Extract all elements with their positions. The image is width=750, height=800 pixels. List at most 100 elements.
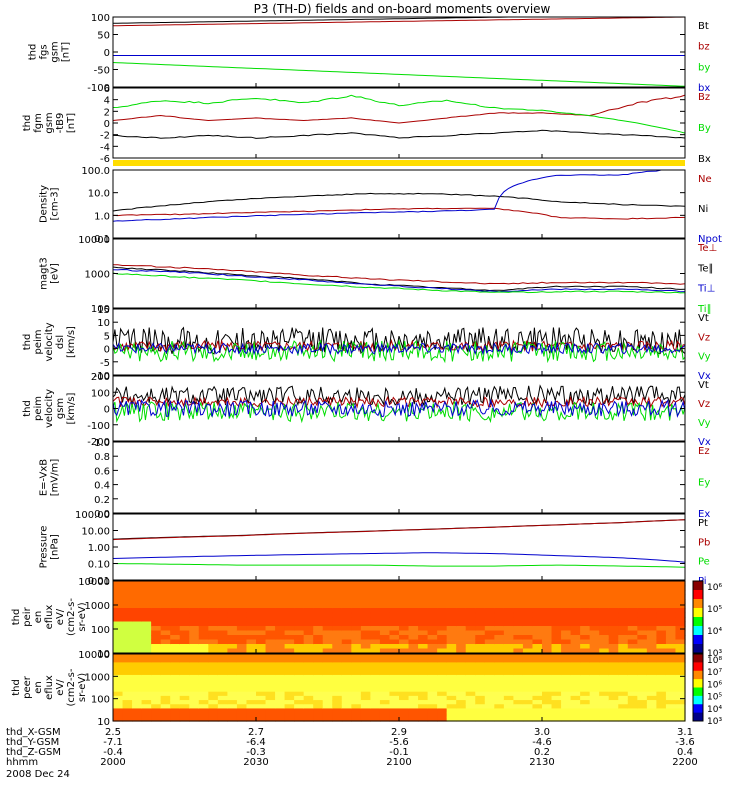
spectrogram-cell (151, 712, 162, 718)
spectrogram-cell (246, 621, 257, 627)
spectrogram-cell (656, 608, 667, 614)
spectrogram-cell (370, 687, 381, 693)
spectrogram-cell (551, 599, 562, 605)
spectrogram-cell (236, 648, 248, 654)
spectrogram-cell (217, 662, 228, 668)
spectrogram-cell (113, 644, 124, 650)
spectrogram-cell (170, 608, 181, 614)
spectrogram-cell (589, 679, 600, 684)
spectrogram-cell (227, 674, 238, 680)
spectrogram-cell (408, 666, 419, 672)
spectrogram-cell (608, 670, 619, 676)
spectrogram-cell (484, 648, 495, 654)
y-tick-label: 1000 (85, 270, 110, 281)
spectrogram-cell (275, 712, 286, 718)
spectrogram-cell (503, 679, 514, 684)
spectrogram-cell (122, 708, 133, 714)
spectrogram-cell (332, 679, 343, 684)
legend-label: Ni (698, 204, 708, 215)
spectrogram-cell (217, 683, 228, 689)
spectrogram-cell (122, 700, 133, 705)
spectrogram-cell (236, 635, 248, 641)
spectrogram-cell (179, 648, 190, 654)
spectrogram-cell (608, 654, 619, 659)
spectrogram-cell (599, 594, 610, 600)
spectrogram-cell (675, 603, 686, 609)
y-tick-label: 0 (104, 48, 110, 59)
spectrogram-cell (494, 590, 505, 596)
spectrogram-cell (332, 648, 343, 654)
spectrogram-cell (360, 674, 371, 680)
spectrogram-cell (503, 658, 514, 663)
spectrogram-cell (360, 704, 371, 710)
spectrogram-cell (332, 639, 343, 645)
spectrogram-cell (570, 674, 581, 680)
footer-value: 2200 (672, 757, 697, 768)
spectrogram-cell (465, 585, 476, 591)
spectrogram-cell (303, 691, 314, 697)
spectrogram-cell (627, 695, 638, 701)
spectrogram-cell (561, 708, 572, 714)
spectrogram-cell (322, 666, 333, 672)
spectrogram-cell (227, 590, 238, 596)
spectrogram-cell (418, 621, 429, 627)
spectrogram-cell (284, 674, 295, 680)
spectrogram-cell (599, 603, 610, 609)
spectrogram-cell (427, 644, 438, 650)
spectrogram-cell (303, 635, 314, 641)
spectrogram-cell (446, 639, 457, 645)
spectrogram-cell (675, 639, 686, 645)
spectrogram-cell (551, 695, 562, 701)
spectrogram-cell (351, 654, 362, 659)
spectrogram-cell (236, 674, 248, 680)
spectrogram-cell (313, 691, 324, 697)
y-axis-label-line: peim (33, 329, 44, 354)
spectrogram-cell (284, 708, 295, 714)
spectrogram-cell (427, 691, 438, 697)
spectrogram-cell (608, 695, 619, 701)
spectrogram-cell (113, 674, 124, 680)
panel-pressure: PtPbPePi100.0010.001.000.100.01Pressure[… (39, 510, 711, 587)
spectrogram-cell (160, 712, 171, 718)
spectrogram-cell (418, 695, 429, 701)
spectrogram-cell (198, 687, 209, 693)
spectrogram-cell (465, 644, 476, 650)
spectrogram-cell (551, 594, 562, 600)
spectrogram-cell (236, 658, 248, 663)
legend-label: Ti⊥ (697, 284, 715, 295)
spectrogram-cell (446, 704, 457, 710)
spectrogram-cell (456, 639, 467, 645)
spectrogram-cell (284, 695, 295, 701)
y-tick-label: 0 (104, 345, 110, 356)
spectrogram-cell (189, 666, 200, 672)
spectrogram-cell (141, 700, 152, 705)
spectrogram-cell (322, 679, 333, 684)
spectrogram-cell (256, 585, 267, 591)
spectrogram-cell (294, 716, 305, 722)
spectrogram-cell (522, 712, 534, 718)
spectrogram-cell (589, 683, 600, 689)
spectrogram-cell (379, 635, 391, 641)
spectrogram-cell (418, 617, 429, 623)
spectrogram-cell (189, 608, 200, 614)
y-axis-label-line: [km/s] (66, 326, 77, 358)
spectrogram-cell (303, 683, 314, 689)
spectrogram-cell (475, 666, 486, 672)
spectrogram-cell (227, 630, 238, 636)
spectrogram-cell (132, 639, 143, 645)
spectrogram-cell (141, 590, 152, 596)
spectrogram-cell (179, 590, 190, 596)
spectrogram-cell (542, 648, 553, 654)
spectrogram-cell (399, 648, 410, 654)
colorbar-segment (693, 670, 703, 680)
spectrogram-cell (189, 585, 200, 591)
spectrogram-cell (456, 617, 467, 623)
spectrogram-cell (160, 691, 171, 697)
spectrogram-cell (599, 648, 610, 654)
spectrogram-cell (475, 674, 486, 680)
spectrogram-cell (360, 635, 371, 641)
spectrogram-cell (561, 590, 572, 596)
spectrogram-cell (303, 648, 314, 654)
spectrogram-cell (294, 621, 305, 627)
